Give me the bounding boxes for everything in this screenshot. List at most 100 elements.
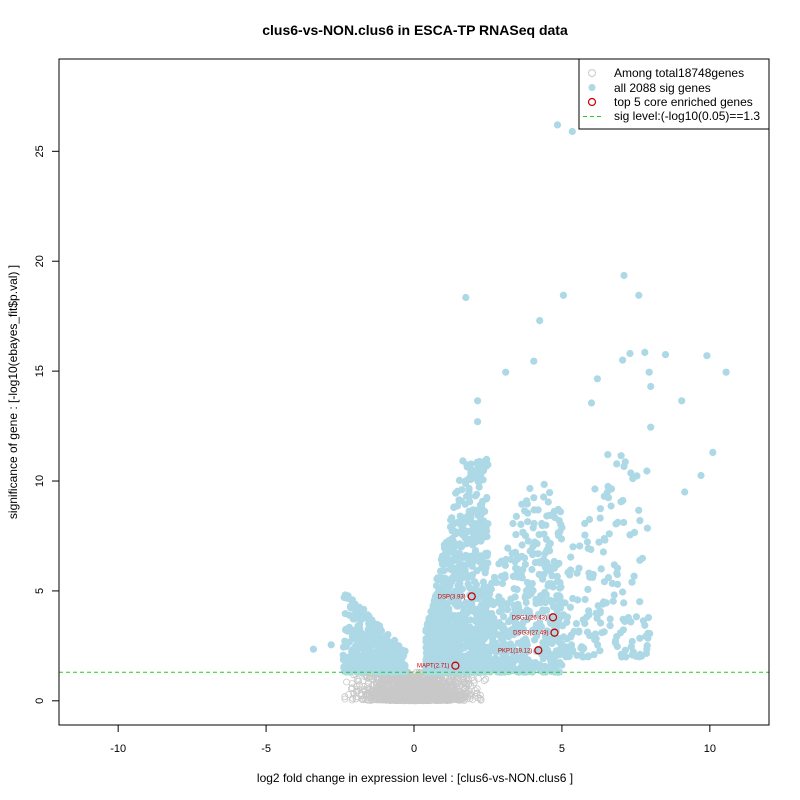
- sig-gene-point: [489, 636, 497, 644]
- nonsig-gene-point: [420, 694, 428, 701]
- sig-gene-point: [572, 620, 581, 628]
- nonsig-gene-point: [371, 695, 379, 703]
- nonsig-gene-point: [385, 682, 393, 690]
- sig-gene-point: [365, 625, 373, 633]
- sig-gene-point: [604, 451, 612, 459]
- sig-gene-point: [512, 512, 521, 521]
- sig-gene-point: [452, 489, 460, 497]
- sig-gene-point: [468, 562, 476, 570]
- sig-gene-point: [473, 470, 481, 478]
- sig-gene-point: [543, 635, 551, 644]
- sig-gene-point: [545, 663, 554, 672]
- nonsig-gene-point: [352, 695, 360, 703]
- nonsig-gene-point: [452, 692, 459, 699]
- sig-gene-point: [474, 643, 482, 651]
- sig-gene-point: [449, 564, 457, 572]
- sig-gene-point: [619, 626, 628, 634]
- sig-gene-point: [433, 628, 441, 636]
- legend-entry-threshold: sig level:(-log10(0.05)==1.3: [614, 109, 760, 123]
- sig-gene-point: [521, 594, 529, 602]
- sig-gene-point: [492, 647, 500, 655]
- sig-gene-point: [423, 655, 431, 663]
- sig-gene-point: [628, 578, 636, 586]
- nonsig-gene-point: [343, 678, 350, 686]
- sig-gene-point: [627, 469, 635, 477]
- sig-gene-point: [590, 651, 598, 659]
- nonsig-gene-point: [452, 687, 460, 694]
- sig-gene-point: [436, 615, 444, 623]
- core-gene-label: MAPT(2.71): [417, 664, 449, 670]
- sig-gene-point: [350, 659, 358, 668]
- sig-gene-point: [626, 531, 634, 539]
- sig-gene-point: [526, 484, 534, 493]
- sig-gene-point: [617, 498, 625, 506]
- sig-gene-point: [422, 626, 430, 634]
- sig-gene-point: [601, 536, 609, 544]
- sig-gene-point: [448, 535, 456, 543]
- points-layer: [309, 121, 730, 705]
- sig-gene-point: [591, 636, 599, 644]
- sig-gene-point: [540, 480, 548, 488]
- nonsig-gene-point: [470, 676, 478, 684]
- sig-gene-point: [575, 628, 583, 636]
- sig-gene-point: [558, 641, 566, 649]
- sig-gene-point: [546, 652, 554, 661]
- sig-gene-point: [524, 509, 532, 517]
- sig-gene-point: [498, 636, 506, 644]
- sig-gene-point: [474, 418, 482, 426]
- nonsig-gene-point: [409, 683, 417, 691]
- legend-box: [578, 58, 770, 130]
- sig-gene-point: [482, 524, 490, 532]
- nonsig-gene-point: [444, 695, 452, 703]
- sig-gene-point: [510, 572, 519, 580]
- sig-gene-point: [364, 653, 372, 661]
- sig-gene-point: [479, 497, 487, 505]
- sig-gene-point: [433, 598, 441, 607]
- sig-gene-point: [563, 618, 571, 626]
- sig-gene-point: [636, 517, 644, 525]
- sig-gene-point: [554, 529, 562, 537]
- sig-gene-point: [443, 541, 451, 549]
- sig-gene-point: [380, 651, 388, 659]
- sig-gene-point: [581, 531, 589, 539]
- sig-gene-point: [535, 570, 543, 579]
- sig-gene-point: [504, 544, 512, 552]
- sig-gene-point: [462, 293, 470, 302]
- sig-gene-point: [346, 603, 355, 611]
- sig-gene-point: [613, 642, 621, 651]
- sig-gene-point: [389, 655, 397, 663]
- sig-gene-point: [448, 641, 456, 650]
- nonsig-gene-point: [398, 693, 406, 701]
- sig-gene-point: [521, 635, 530, 643]
- sig-gene-point: [475, 558, 484, 566]
- sig-gene-point: [583, 628, 592, 636]
- sig-gene-point: [550, 507, 558, 515]
- sig-gene-point: [535, 664, 544, 673]
- nonsig-gene-point: [357, 692, 365, 699]
- sig-gene-point: [587, 399, 596, 407]
- sig-gene-point: [550, 557, 558, 566]
- sig-gene-point: [551, 663, 559, 671]
- nonsig-gene-point: [391, 696, 398, 704]
- sig-gene-point: [517, 570, 525, 578]
- sig-gene-point: [483, 645, 491, 653]
- sig-gene-point: [553, 121, 562, 129]
- sig-gene-point: [512, 531, 520, 539]
- nonsig-gene-point: [348, 684, 356, 692]
- sig-gene-point: [630, 572, 638, 580]
- sig-gene-point: [636, 634, 644, 642]
- sig-gene-point: [466, 623, 474, 631]
- sig-gene-point: [465, 527, 473, 536]
- sig-gene-point: [472, 506, 480, 514]
- sig-gene-point: [446, 582, 454, 590]
- nonsig-gene-point: [445, 691, 452, 699]
- sig-gene-point: [500, 613, 508, 621]
- sig-gene-point: [523, 500, 531, 508]
- sig-gene-point: [455, 646, 463, 654]
- sig-gene-point: [507, 616, 515, 624]
- sig-gene-point: [620, 599, 628, 607]
- sig-gene-point: [577, 651, 586, 660]
- nonsig-gene-point: [378, 680, 386, 688]
- sig-gene-point: [458, 585, 466, 593]
- sig-gene-point: [477, 508, 485, 516]
